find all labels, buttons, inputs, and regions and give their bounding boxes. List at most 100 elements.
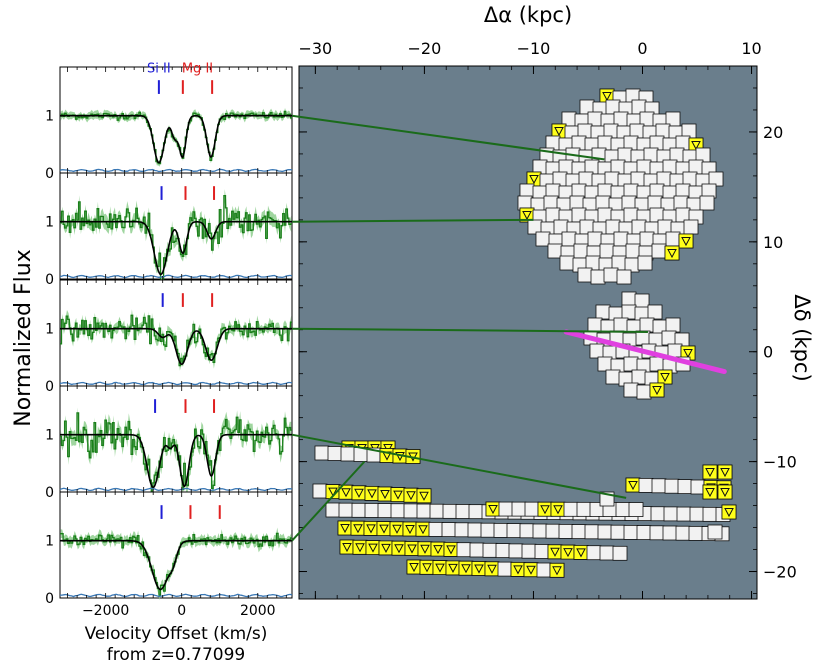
y-tick-label: 0 [45, 166, 54, 182]
spaxel [338, 502, 354, 518]
spaxel [442, 503, 458, 519]
noise-spectrum [59, 381, 293, 386]
spaxel [603, 267, 619, 283]
map-panel: −30 −20 −10 0 10 −20 −10 0 10 20 [298, 39, 797, 600]
spaxel [524, 501, 540, 517]
upper-limit-marker [705, 468, 715, 478]
spaxel [621, 304, 637, 320]
spaxel [699, 195, 715, 211]
spaxel [599, 545, 615, 561]
upper-limit-marker [446, 545, 456, 555]
upper-limit-marker [354, 488, 364, 498]
spectrum-panel-4: 01 [45, 385, 293, 503]
spaxel [665, 231, 681, 247]
spaxel [497, 561, 513, 577]
map-y-tick-label: −10 [763, 453, 797, 472]
y-tick-label: 1 [45, 215, 54, 231]
spaxel [416, 503, 432, 519]
upper-limit-marker [540, 505, 550, 515]
spaxel [628, 502, 644, 517]
spaxel [702, 506, 718, 522]
spaxel [676, 506, 692, 522]
upper-limit-marker [550, 547, 560, 557]
spaxel [377, 503, 393, 519]
spaxel [615, 502, 631, 517]
upper-limit-marker [448, 563, 458, 573]
spaxel [661, 330, 677, 346]
upper-limit-marker [724, 508, 734, 518]
upper-limit-marker [553, 505, 563, 515]
error-band [60, 108, 292, 167]
sightline-connectors [291, 114, 648, 542]
spaxel [314, 445, 330, 461]
spaxel [639, 317, 655, 333]
upper-limit-marker [422, 563, 432, 573]
spaxel [532, 523, 548, 539]
upper-limit-marker [720, 488, 730, 498]
spaxel [456, 542, 472, 558]
spaxel [576, 501, 592, 517]
spaxel [677, 479, 693, 495]
upper-limit-marker [379, 524, 389, 534]
spaxel [675, 525, 691, 541]
spaxel [508, 543, 524, 559]
spaxel [616, 269, 632, 285]
spaxel [663, 506, 679, 522]
upper-limit-marker [341, 488, 351, 498]
upper-limit-marker [720, 468, 730, 478]
spaxel [623, 382, 639, 398]
spectrum-panel-3: 01 [45, 279, 293, 395]
noise-spectrum [59, 168, 293, 173]
spaxel [469, 542, 485, 558]
y-tick-label: 0 [45, 485, 54, 501]
noise-spectrum [59, 274, 293, 279]
spaxel [482, 542, 498, 558]
y-tick-label: 0 [45, 272, 54, 288]
spaxel [428, 522, 444, 537]
spectra-xlabel-redshift: from z=0.77099 [107, 645, 245, 664]
flux-data [60, 110, 292, 165]
spaxel [651, 478, 667, 494]
spaxel [590, 269, 606, 285]
x-tick-label: −2000 [82, 603, 129, 619]
upper-limit-marker [552, 566, 562, 576]
upper-limit-marker [602, 92, 612, 102]
map-y-tick-label: 20 [763, 123, 783, 142]
upper-limit-marker [461, 564, 471, 574]
upper-limit-marker [433, 545, 443, 555]
model-fit [60, 220, 292, 276]
spectrum-frame [59, 279, 293, 387]
spaxel [519, 523, 535, 539]
spaxel [390, 503, 406, 519]
spaxel [506, 523, 522, 538]
spaxel [577, 267, 593, 283]
upper-limit-marker [405, 525, 415, 535]
y-tick-label: 1 [45, 322, 54, 338]
mg-label: Mg II [182, 62, 213, 77]
map-ylabel: Δδ (kpc) [790, 294, 814, 381]
upper-limit-marker [392, 524, 402, 534]
y-tick-label: 1 [45, 109, 54, 125]
spaxel [647, 304, 663, 320]
spaxel [597, 524, 613, 540]
spectrum-frame [59, 491, 293, 599]
map-x-tick-label: 0 [637, 39, 647, 58]
upper-limit-marker [355, 543, 365, 553]
spectrum-panel-5: 01 [45, 491, 293, 607]
upper-limit-marker [435, 563, 445, 573]
spaxel [634, 293, 650, 309]
spectrum-panel-2: 01 [45, 172, 293, 296]
spaxel [480, 522, 496, 538]
spaxel [610, 524, 626, 540]
upper-limit-marker [342, 543, 352, 553]
spaxel [637, 255, 653, 271]
map-x-tick-label: 10 [741, 39, 761, 58]
spaxel [403, 503, 419, 519]
spaxel [586, 545, 602, 561]
model-fit [60, 327, 292, 366]
upper-limit-marker [681, 237, 691, 247]
y-tick-label: 0 [45, 591, 54, 607]
upper-limit-marker [628, 481, 638, 491]
upper-limit-marker [513, 565, 523, 575]
